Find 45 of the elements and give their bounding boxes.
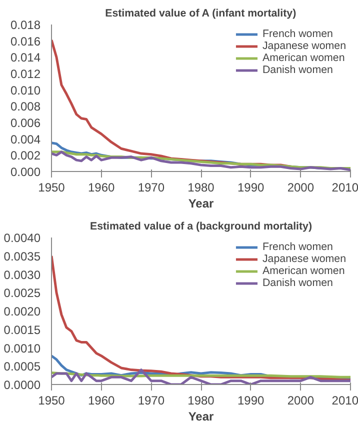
x-tick-label: 2010 [332, 180, 358, 194]
y-tick-label: 0.016 [10, 34, 41, 48]
legend-label: Japanese women [262, 253, 346, 265]
x-tick-label: 1970 [138, 180, 165, 194]
y-tick-label: 0.012 [10, 67, 41, 81]
y-tick-label: 0.0015 [4, 322, 41, 337]
x-tick-label: 1960 [88, 394, 116, 408]
y-tick-label: 0.008 [10, 100, 41, 114]
x-axis-title: Year [188, 410, 214, 424]
chart-title: Estimated value of A (infant mortality) [105, 8, 297, 20]
y-tick-label: 0.0030 [4, 268, 41, 282]
x-tick-label: 1970 [138, 394, 165, 408]
x-tick-label: 1990 [237, 394, 265, 408]
chart-title: Estimated value of a (background mortality) [90, 220, 312, 232]
x-axis-title: Year [188, 196, 214, 210]
legend-label: French women [262, 28, 333, 40]
legend-label: French women [262, 241, 333, 253]
y-tick-label: 0.010 [10, 83, 41, 98]
x-tick-label: 2000 [287, 394, 314, 408]
y-tick-label: 0.0025 [4, 286, 41, 300]
y-tick-label: 0.0040 [4, 231, 41, 245]
x-tick-label: 1980 [188, 394, 215, 408]
y-tick-label: 0.0000 [4, 378, 41, 392]
x-tick-label: 2000 [287, 180, 314, 194]
x-tick-label: 1980 [188, 180, 215, 194]
x-tick-label: 1960 [88, 180, 116, 194]
legend-label: Danish women [262, 64, 333, 76]
legend-label: American women [262, 265, 345, 277]
legend-label: Japanese women [262, 40, 346, 52]
y-tick-label: 0.0020 [4, 304, 41, 318]
x-tick-label: 1950 [38, 180, 66, 194]
y-tick-label: 0.006 [10, 116, 41, 130]
y-tick-label: 0.000 [10, 165, 41, 179]
legend-label: Danish women [262, 277, 333, 289]
x-tick-label: 1950 [38, 394, 66, 408]
x-tick-label: 2010 [332, 394, 358, 408]
y-tick-label: 0.0005 [4, 360, 41, 374]
x-tick-label: 1990 [237, 180, 265, 194]
y-tick-label: 0.014 [10, 50, 41, 65]
y-tick-label: 0.0035 [4, 249, 41, 264]
y-tick-label: 0.004 [10, 132, 41, 146]
y-tick-label: 0.0010 [4, 341, 41, 356]
y-tick-label: 0.018 [10, 18, 41, 32]
y-tick-label: 0.002 [10, 148, 41, 163]
legend-label: American women [262, 52, 345, 64]
